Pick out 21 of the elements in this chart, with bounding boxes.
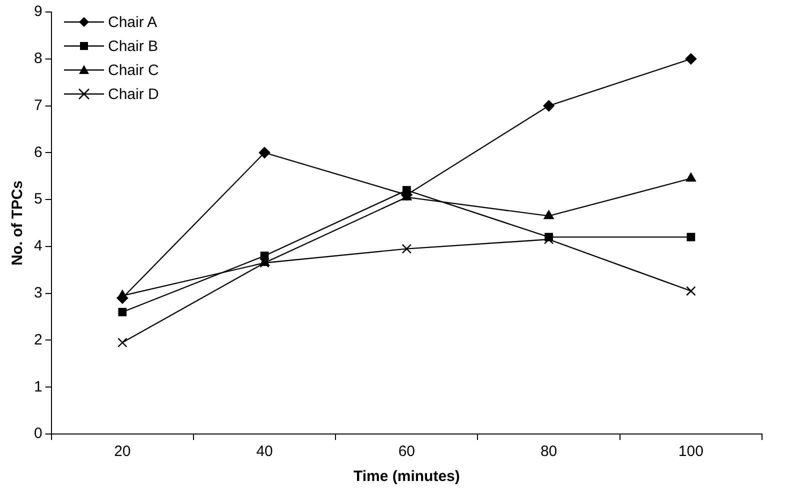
x-tick-label: 60	[398, 443, 416, 460]
y-tick-label: 5	[34, 190, 42, 208]
y-tick-label: 0	[34, 425, 42, 442]
legend-label: Chair D	[108, 86, 159, 102]
x-tick-label: 40	[256, 443, 273, 460]
y-tick-label: 1	[34, 378, 42, 396]
y-tick-label: 7	[34, 96, 42, 114]
legend-label: Chair B	[108, 38, 158, 54]
y-tick-label: 2	[34, 331, 42, 348]
x-axis-title: Time (minutes)	[353, 468, 460, 486]
x-tick-label: 80	[540, 443, 558, 460]
x-tick-label: 20	[114, 443, 131, 460]
y-tick-label: 8	[34, 50, 42, 68]
legend-label: Chair A	[108, 14, 158, 30]
y-tick-label: 9	[34, 3, 42, 20]
x-tick-label: 100	[678, 443, 704, 460]
y-tick-label: 4	[34, 238, 42, 255]
y-tick-label: 3	[34, 284, 42, 302]
legend-label: Chair C	[108, 62, 159, 78]
y-tick-label: 6	[34, 144, 42, 161]
y-axis-title: No. of TPCs	[9, 180, 26, 266]
